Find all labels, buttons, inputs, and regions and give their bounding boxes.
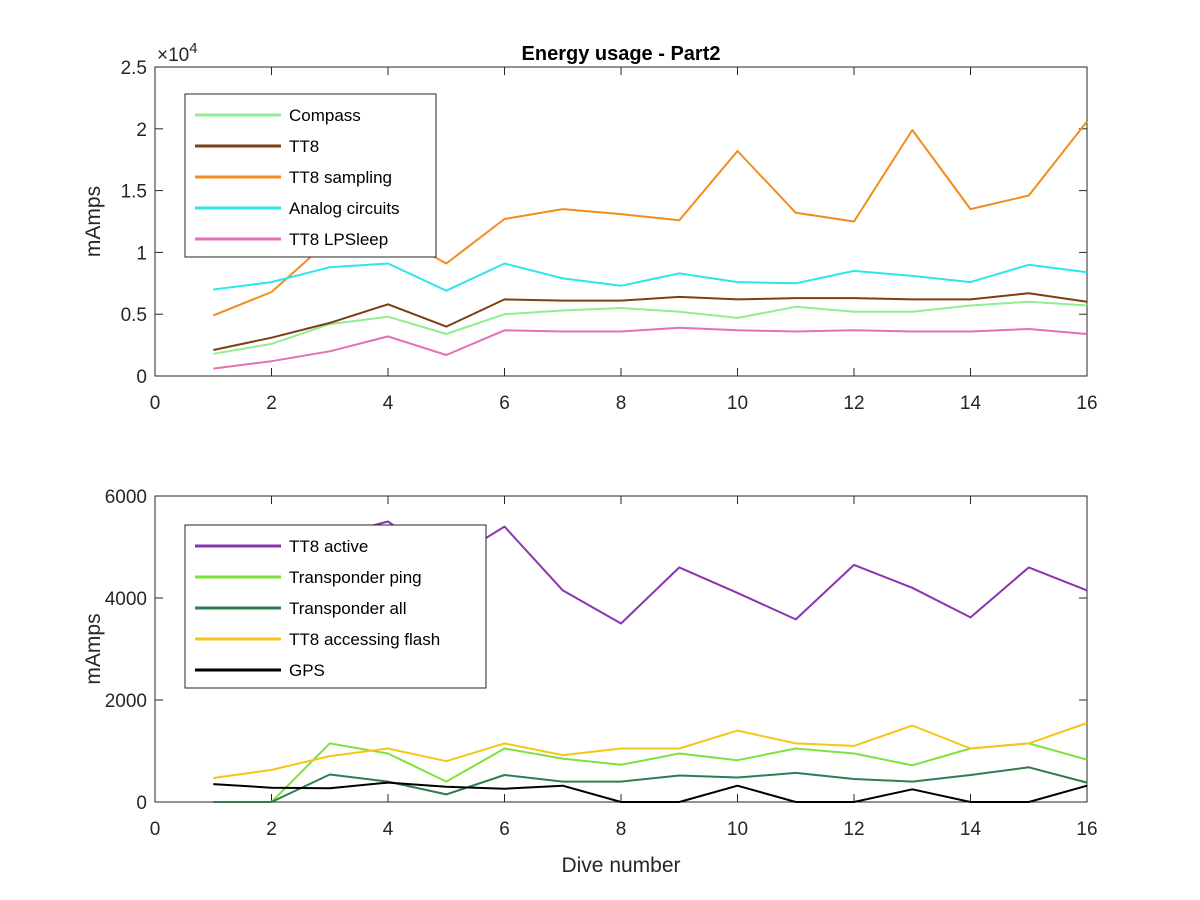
x-tick-label: 12: [843, 819, 864, 840]
y-tick-label: 4000: [105, 589, 147, 610]
x-tick-label: 14: [960, 393, 982, 414]
x-tick-label: 0: [150, 393, 161, 414]
series-line-1: [213, 300, 1088, 355]
series-line-4: [213, 262, 1088, 292]
x-tick-label: 0: [150, 819, 161, 840]
subplot-2: 0 2 4 6 8 10 12 14 16 0 2000 4000 6000 mAmps Dive numb…: [82, 487, 1098, 877]
legend-label: TT8 sampling: [289, 168, 392, 187]
x-axis-label: Dive number: [561, 854, 680, 877]
x-tick-label: 12: [843, 393, 864, 414]
legend-label: TT8 LPSleep: [289, 230, 388, 249]
y-exponent-label: ×104: [157, 40, 198, 66]
x-tick-label: 6: [499, 393, 510, 414]
y-tick-label: 0: [136, 367, 147, 388]
legend-label: TT8 active: [289, 537, 368, 556]
x-tick-label: 10: [727, 393, 748, 414]
series-line-5: [213, 326, 1088, 370]
legend: TT8 active Transponder ping Transponder al…: [184, 524, 487, 689]
y-axis-label: mAmps: [82, 186, 105, 257]
y-tick-label: 6000: [105, 487, 147, 508]
legend-label: Transponder all: [289, 599, 407, 618]
x-tick-label: 6: [499, 819, 510, 840]
x-tick-label: 14: [960, 819, 982, 840]
y-tick-label: 0: [136, 793, 147, 814]
legend-label: GPS: [289, 661, 325, 680]
y-tick-label: 2: [136, 120, 147, 141]
y-exponent-power: 4: [189, 40, 197, 57]
legend-label: Transponder ping: [289, 568, 422, 587]
x-tick-label: 2: [266, 819, 277, 840]
y-axis-label: mAmps: [82, 613, 105, 684]
chart-title: Energy usage - Part2: [522, 43, 721, 65]
x-tick-label: 8: [616, 393, 627, 414]
series-line-5: [213, 781, 1088, 803]
series-line-4: [213, 722, 1088, 779]
y-exponent-base: ×10: [157, 45, 189, 66]
y-tick-label: 1: [136, 243, 147, 264]
x-tick-label: 2: [266, 393, 277, 414]
x-tick-label: 16: [1076, 393, 1097, 414]
series-line-2: [213, 292, 1088, 351]
y-tick-label: 2000: [105, 691, 147, 712]
series-line-2: [213, 742, 1088, 803]
series-line-3: [213, 766, 1088, 803]
x-tick-label: 4: [383, 393, 394, 414]
legend-label: Compass: [289, 106, 361, 125]
x-tick-label: 10: [727, 819, 748, 840]
legend: Compass TT8 TT8 sampling Analog circuits TT8…: [184, 93, 437, 258]
x-tick-label: 16: [1076, 819, 1097, 840]
y-tick-label: 2.5: [121, 58, 147, 79]
legend-label: TT8: [289, 137, 319, 156]
y-tick-label: 1.5: [121, 182, 147, 203]
legend-label: TT8 accessing flash: [289, 630, 440, 649]
legend-label: Analog circuits: [289, 199, 400, 218]
x-tick-label: 4: [383, 819, 394, 840]
x-tick-label: 8: [616, 819, 627, 840]
y-tick-label: 0.5: [121, 305, 147, 326]
